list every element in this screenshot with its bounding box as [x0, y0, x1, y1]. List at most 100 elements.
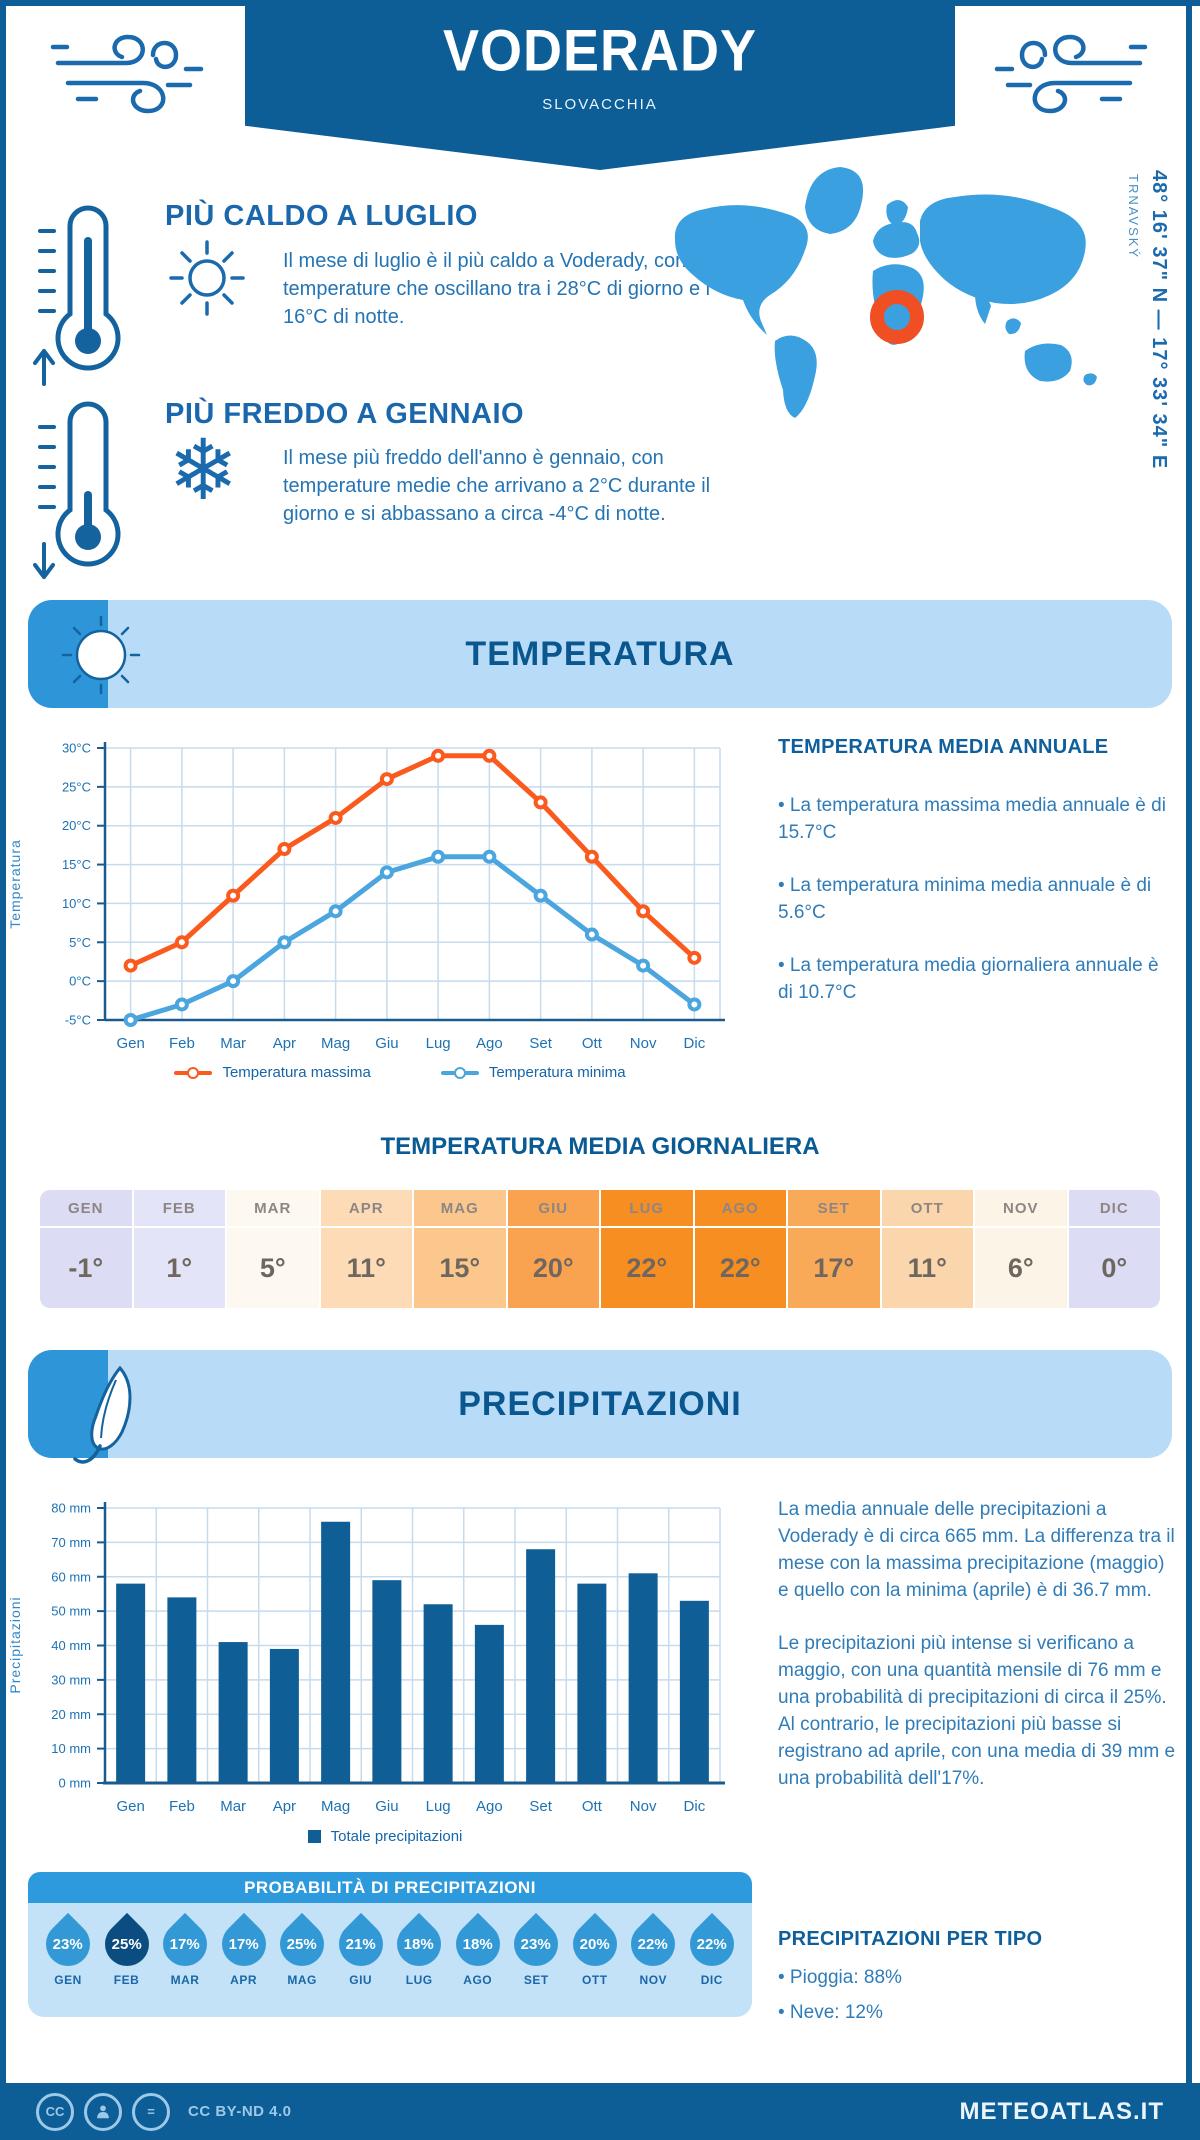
precipitation-types: • Pioggia: 88% • Neve: 12% — [778, 1964, 1176, 2026]
probability-drop-item: 17% APR — [212, 1912, 275, 2017]
svg-text:Dic: Dic — [684, 1798, 706, 1815]
svg-text:30°C: 30°C — [62, 741, 91, 756]
table-month-header: LUG — [601, 1190, 693, 1226]
table-temperature-value: 5° — [227, 1228, 319, 1308]
page-border-right — [1186, 0, 1192, 2140]
legend-item: Temperatura massima — [174, 1064, 371, 1081]
probability-drop-item: 22% NOV — [622, 1912, 685, 2017]
svg-text:Ago: Ago — [476, 1798, 503, 1815]
rain-bullet: • Pioggia: 88% — [778, 1967, 902, 1988]
precipitation-types-heading: PRECIPITAZIONI PER TIPO — [778, 1928, 1043, 1950]
warm-month-heading: PIÙ CALDO A LUGLIO — [165, 200, 478, 232]
svg-text:Lug: Lug — [426, 1035, 451, 1052]
raindrop-icon: 25% — [271, 1912, 334, 1976]
table-temperature-value: 22° — [601, 1228, 693, 1308]
probability-drops-row: 23% GEN 25% FEB 17% MAR 17% APR 25% MAG 21% GIU 18% L… — [28, 1903, 752, 2017]
page-subtitle: SLOVACCHIA — [542, 96, 658, 113]
probability-drop-item: 23% SET — [505, 1912, 568, 2017]
legend-label: Temperatura massima — [222, 1064, 371, 1081]
sun-icon — [169, 240, 245, 316]
svg-text:Giu: Giu — [375, 1798, 398, 1815]
legend-label: Totale precipitazioni — [330, 1828, 463, 1845]
raindrop-icon: 17% — [212, 1912, 275, 1976]
svg-text:Gen: Gen — [116, 1035, 144, 1052]
svg-text:Feb: Feb — [169, 1798, 195, 1815]
legend-label: Temperatura minima — [488, 1064, 626, 1081]
world-map — [674, 167, 1097, 418]
svg-text:Gen: Gen — [116, 1798, 144, 1815]
table-column: OTT 11° — [881, 1190, 973, 1308]
legend-line-icon — [174, 1066, 213, 1079]
temperature-section-title: TEMPERATURA — [465, 634, 735, 673]
probability-month-label: LUG — [405, 1973, 433, 1987]
annual-temperature-heading: TEMPERATURA MEDIA ANNUALE — [778, 736, 1109, 758]
precipitation-probability-block: PROBABILITÀ DI PRECIPITAZIONI 23% GEN 25% F… — [28, 1872, 752, 2017]
license-group: CC = CC BY-ND 4.0 — [36, 2092, 292, 2131]
svg-text:15°C: 15°C — [62, 857, 91, 872]
table-temperature-value: 15° — [414, 1228, 506, 1308]
table-temperature-value: 17° — [788, 1228, 880, 1308]
probability-month-label: GIU — [349, 1973, 373, 1987]
svg-text:25°C: 25°C — [62, 779, 91, 794]
table-column: APR 11° — [320, 1190, 412, 1308]
svg-text:Mag: Mag — [321, 1035, 350, 1052]
raindrop-icon: 22% — [680, 1912, 743, 1976]
probability-value: 17% — [170, 1935, 201, 1953]
raindrop-icon: 21% — [329, 1912, 392, 1976]
svg-text:30 mm: 30 mm — [51, 1672, 91, 1687]
table-month-header: GIU — [507, 1190, 599, 1226]
precipitation-summary: La media annuale delle precipitazioni a … — [778, 1496, 1176, 1818]
precipitation-chart-legend: Totale precipitazioni — [30, 1828, 740, 1845]
svg-text:Nov: Nov — [630, 1798, 657, 1815]
svg-text:20°C: 20°C — [62, 818, 91, 833]
svg-text:10°C: 10°C — [62, 896, 91, 911]
table-month-header: APR — [320, 1190, 412, 1226]
table-column: LUG 22° — [601, 1190, 693, 1308]
table-temperature-value: 6° — [975, 1228, 1067, 1308]
raindrop-icon: 25% — [95, 1912, 158, 1976]
probability-drop-item: 25% MAG — [271, 1912, 334, 2017]
probability-value: 17% — [228, 1935, 259, 1953]
table-temperature-value: 20° — [507, 1228, 599, 1308]
svg-text:Giu: Giu — [375, 1035, 398, 1052]
thermometer-down-icon — [33, 401, 121, 579]
umbrella-banner-icon — [73, 1365, 132, 1464]
table-temperature-value: 11° — [320, 1228, 412, 1308]
temperature-banner: TEMPERATURA — [28, 600, 1172, 708]
legend-item: Temperatura minima — [440, 1064, 626, 1081]
table-column: SET 17° — [788, 1190, 880, 1308]
svg-text:Dic: Dic — [684, 1035, 706, 1052]
annual-mean-bullet: • La temperatura media giornaliera annua… — [778, 955, 1159, 1003]
probability-month-label: NOV — [639, 1973, 668, 1987]
svg-text:Nov: Nov — [630, 1035, 657, 1052]
probability-value: 22% — [638, 1935, 669, 1953]
precipitation-summary-paragraph: Le precipitazioni più intense si verific… — [778, 1633, 1176, 1789]
legend-square-icon — [307, 1830, 321, 1843]
warm-month-text: Il mese di luglio è il più caldo a Voder… — [283, 250, 711, 328]
table-temperature-value: 0° — [1068, 1228, 1160, 1308]
thermometer-up-icon — [33, 205, 121, 386]
location-marker — [870, 290, 924, 344]
svg-text:Precipitazioni: Precipitazioni — [7, 1596, 23, 1693]
temperature-line-chart: 30°C 25°C 20°C 15°C 10°C 5°C 0°C -5°C Gen Feb Mar A… — [7, 741, 725, 1052]
probability-value: 20% — [579, 1935, 610, 1953]
legend-item: Totale precipitazioni — [307, 1828, 463, 1845]
svg-text:Ago: Ago — [476, 1035, 503, 1052]
coordinates-block: TRNAVSKÝ 48° 16' 37" N — 17° 33' 34" E — [1126, 170, 1170, 560]
probability-drop-item: 25% FEB — [95, 1912, 158, 2017]
sun-banner-icon — [61, 615, 141, 695]
table-month-header: MAR — [227, 1190, 319, 1226]
region-label: TRNAVSKÝ — [1126, 174, 1141, 260]
svg-text:Apr: Apr — [273, 1035, 296, 1052]
probability-value: 23% — [52, 1935, 84, 1953]
svg-text:40 mm: 40 mm — [51, 1638, 91, 1653]
raindrop-icon: 23% — [36, 1912, 100, 1976]
raindrop-icon: 18% — [388, 1912, 451, 1976]
probability-month-label: AGO — [463, 1973, 493, 1987]
probability-value: 22% — [696, 1935, 727, 1953]
table-temperature-value: 1° — [133, 1228, 225, 1308]
legend-line-icon — [440, 1066, 479, 1079]
probability-month-label: SET — [523, 1973, 549, 1987]
svg-text:Apr: Apr — [273, 1798, 296, 1815]
